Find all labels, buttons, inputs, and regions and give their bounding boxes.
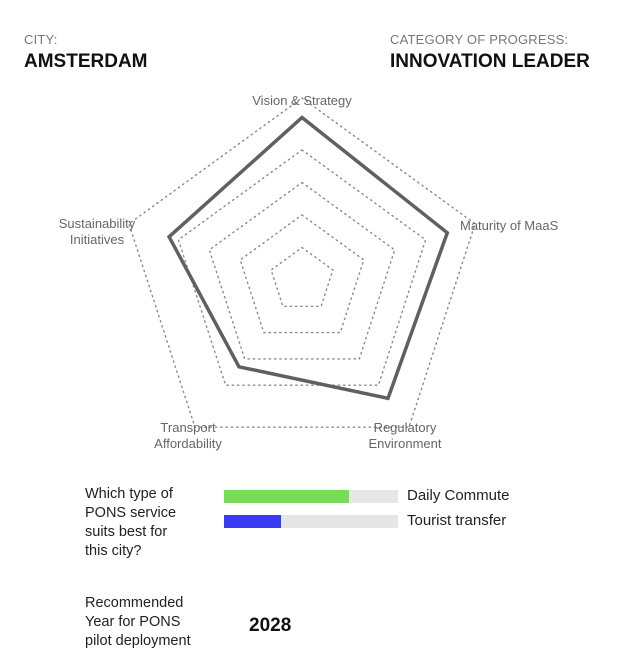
radar-grid-ring xyxy=(177,149,427,386)
service-question-line: suits best for xyxy=(85,524,168,540)
city-name: AMSTERDAM xyxy=(24,51,148,72)
category-name: INNOVATION LEADER xyxy=(390,51,590,72)
deployment-year: 2028 xyxy=(249,615,292,636)
radar-axis-label: Vision & Strategy xyxy=(252,93,352,108)
deployment-question: Recommended Year for PONS pilot deployme… xyxy=(85,594,191,651)
service-question-line: Which type of xyxy=(85,486,173,502)
city-label: CITY: xyxy=(24,32,58,47)
bar-label-daily-commute: Daily Commute xyxy=(407,487,510,504)
radar-series-polygon xyxy=(166,115,450,401)
radar-axis-label: Maturity of MaaS xyxy=(460,218,559,233)
bar-fill-daily-commute xyxy=(224,490,350,503)
service-question-line: this city? xyxy=(85,543,142,559)
radar-chart: Vision & Strategy Maturity of MaaS Regulat… xyxy=(59,93,559,451)
deployment-question-line: Year for PONS xyxy=(85,614,181,630)
radar-axis-label: Sustainability Initiatives xyxy=(59,216,136,247)
radar-axis-labels: Vision & Strategy Maturity of MaaS Regulat… xyxy=(59,93,559,451)
service-question: Which type of PONS service suits best fo… xyxy=(85,485,176,561)
deployment-question-line: Recommended xyxy=(85,595,184,611)
radar-grid-ring xyxy=(270,246,334,307)
radar-grid-ring xyxy=(208,181,396,360)
radar-grid xyxy=(128,97,476,428)
radar-axis-label: Transport Affordability xyxy=(154,420,222,451)
radar-grid-ring xyxy=(239,214,365,334)
radar-axis-label: Regulatory Environment xyxy=(369,420,442,451)
category-label: CATEGORY OF PROGRESS: xyxy=(390,32,569,47)
service-question-line: PONS service xyxy=(85,505,177,521)
bar-fill-tourist-transfer xyxy=(224,515,282,528)
bar-label-tourist-transfer: Tourist transfer xyxy=(407,512,507,529)
deployment-question-line: pilot deployment xyxy=(85,633,191,649)
radar-grid-ring xyxy=(128,97,476,428)
